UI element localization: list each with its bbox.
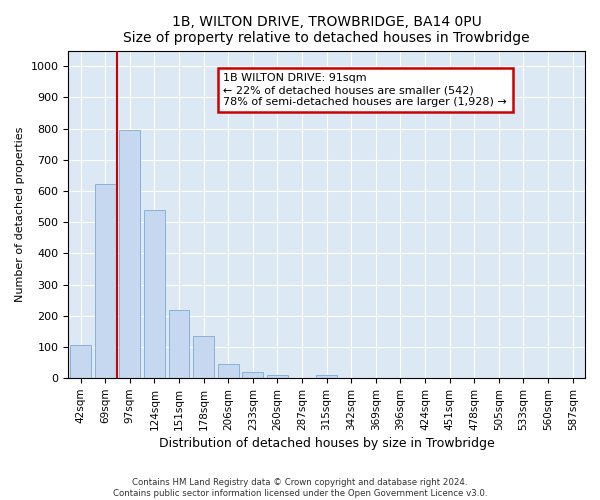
Bar [316, 375, 337, 378]
Bar [119, 130, 140, 378]
Text: 1B WILTON DRIVE: 91sqm
← 22% of detached houses are smaller (542)
78% of semi-de: 1B WILTON DRIVE: 91sqm ← 22% of detached… [223, 74, 507, 106]
Text: Contains HM Land Registry data © Crown copyright and database right 2024.
Contai: Contains HM Land Registry data © Crown c… [113, 478, 487, 498]
Bar [95, 184, 116, 378]
Bar [267, 375, 288, 378]
Bar [70, 346, 91, 378]
Y-axis label: Number of detached properties: Number of detached properties [15, 126, 25, 302]
Bar [193, 336, 214, 378]
Bar [169, 310, 190, 378]
Bar [144, 210, 165, 378]
X-axis label: Distribution of detached houses by size in Trowbridge: Distribution of detached houses by size … [159, 437, 494, 450]
Title: 1B, WILTON DRIVE, TROWBRIDGE, BA14 0PU
Size of property relative to detached hou: 1B, WILTON DRIVE, TROWBRIDGE, BA14 0PU S… [124, 15, 530, 45]
Bar [242, 372, 263, 378]
Bar [218, 364, 239, 378]
